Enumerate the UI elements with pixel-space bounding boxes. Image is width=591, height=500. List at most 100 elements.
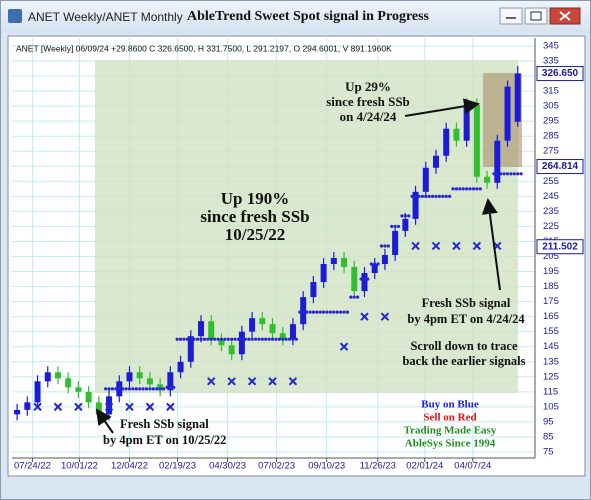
legend-entry: AbleSys Since 1994 [405, 438, 496, 450]
support-dot [475, 187, 479, 191]
support-dot [304, 310, 309, 314]
support-dot [107, 387, 111, 391]
candle-body [402, 218, 409, 231]
support-dot [322, 310, 326, 314]
support-dot [495, 172, 499, 176]
candle-body [473, 104, 480, 177]
y-tick-label: 345 [543, 40, 559, 51]
y-tick-label: 125 [543, 371, 559, 382]
support-dot [148, 387, 152, 391]
candle-body [249, 318, 256, 332]
support-dot [519, 172, 523, 176]
y-tick-label: 105 [543, 401, 559, 412]
candle-body [381, 254, 388, 265]
stop-cross [33, 402, 42, 412]
support-dot [158, 387, 162, 391]
x-tick-label: 11/26/23 [360, 461, 396, 472]
candle-body [34, 381, 41, 403]
candle-body [44, 372, 51, 382]
support-dot [441, 194, 445, 198]
support-dot [499, 172, 503, 176]
support-dot [219, 337, 224, 341]
legend-entry: Sell on Red [423, 412, 476, 424]
candle-body [75, 387, 82, 392]
support-dot [250, 337, 254, 341]
y-tick-label: 255 [543, 176, 559, 187]
support-dot [281, 337, 285, 341]
x-tick-label: 02/19/23 [159, 461, 196, 472]
candle-body [330, 258, 337, 265]
candle-body [443, 128, 450, 156]
candle-body [279, 333, 286, 340]
support-dot [434, 194, 438, 198]
candle-body [289, 324, 296, 340]
support-dot [260, 337, 264, 341]
candle-body [177, 361, 184, 373]
support-dot [189, 337, 193, 341]
price-label: 211.502 [542, 241, 578, 252]
support-dot [427, 194, 431, 198]
y-tick-label: 195 [543, 266, 559, 277]
annotation: by 4pm ET on 10/25/22 [103, 433, 226, 447]
support-dot [444, 194, 448, 198]
support-dot [199, 337, 203, 341]
annotation: on 4/24/24 [340, 109, 397, 124]
maximize-button[interactable] [524, 7, 548, 25]
annotation: Up 190% [221, 189, 289, 208]
candle-body [187, 336, 194, 362]
y-tick-label: 335 [543, 56, 559, 67]
stop-cross [472, 241, 482, 251]
y-tick-label: 285 [543, 131, 559, 142]
support-dot [247, 337, 251, 341]
support-dot [465, 187, 469, 191]
candle-body [463, 104, 470, 141]
support-dot [110, 387, 115, 391]
support-dot [390, 224, 394, 229]
support-dot [332, 310, 336, 314]
window-buttons[interactable] [499, 7, 581, 25]
chart-info: ANET [Weekly] 06/09/24 +29.8600 C 326.65… [16, 43, 392, 53]
candle-body [106, 396, 113, 415]
stop-cross [74, 402, 83, 412]
support-dot [144, 387, 149, 391]
legend-entry: Buy on Blue [421, 399, 479, 411]
support-dot [202, 337, 207, 341]
support-dot [134, 387, 138, 391]
support-dot [127, 387, 132, 391]
support-dot [291, 337, 295, 341]
support-dot [165, 385, 169, 389]
stop-cross [207, 377, 216, 386]
price-label: 326.650 [542, 68, 579, 79]
support-dot [253, 337, 258, 341]
support-dot [471, 187, 476, 191]
y-tick-label: 75 [543, 447, 554, 458]
support-dot [240, 337, 244, 341]
support-dot [420, 194, 424, 198]
support-dot [206, 337, 210, 341]
candle-body [484, 176, 491, 183]
support-dot [373, 262, 377, 266]
candle-body [341, 258, 348, 268]
candle-body [14, 409, 21, 415]
support-dot [178, 337, 183, 341]
support-dot [185, 337, 189, 341]
legend-entry: Trading Made Easy [404, 425, 497, 437]
candle-body [238, 331, 245, 355]
support-dot [257, 337, 261, 341]
candle-body [371, 264, 378, 274]
support-dot [376, 262, 380, 266]
support-dot [407, 214, 411, 218]
candle-body [514, 73, 521, 122]
y-tick-label: 185 [543, 281, 559, 292]
candle-body [126, 372, 133, 382]
support-dot [230, 337, 234, 341]
y-tick-label: 165 [543, 311, 559, 322]
stop-cross [125, 402, 134, 412]
candle-body [422, 167, 429, 192]
y-tick-label: 145 [543, 341, 559, 352]
support-dot [502, 172, 506, 176]
support-dot [131, 387, 135, 391]
support-dot [400, 214, 404, 218]
minimize-button[interactable] [499, 7, 523, 25]
